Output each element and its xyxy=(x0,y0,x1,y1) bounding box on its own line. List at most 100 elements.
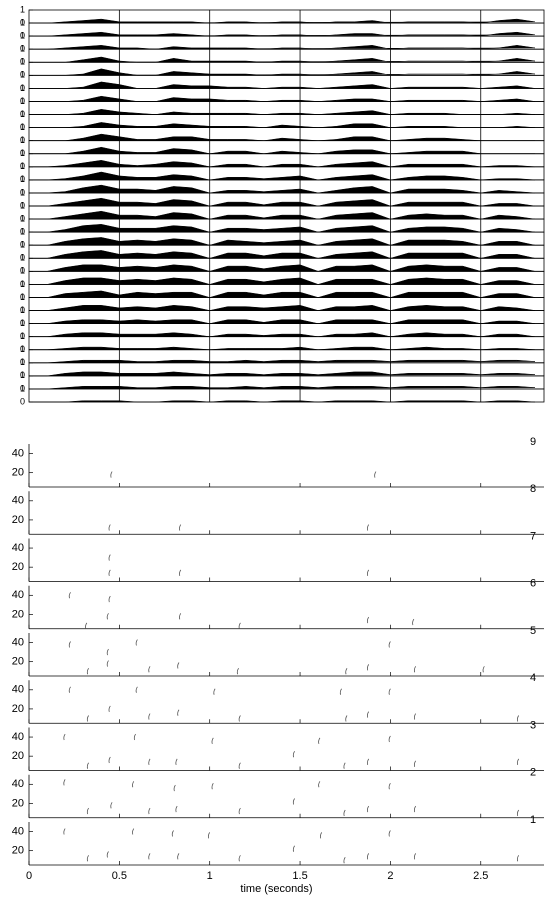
point xyxy=(211,782,214,790)
point xyxy=(211,737,214,745)
y-tick-label: 1 xyxy=(20,44,25,54)
y-tick-label: 0 xyxy=(20,31,25,41)
point xyxy=(238,855,241,862)
panel-label: 2 xyxy=(530,767,536,779)
envelope xyxy=(29,250,536,259)
point xyxy=(108,554,111,561)
y-tick-label: 0 xyxy=(20,17,25,27)
point xyxy=(388,641,391,648)
point xyxy=(110,471,113,478)
y-tick-label: 1 xyxy=(20,122,25,132)
y-tick-label: 20 xyxy=(12,561,24,573)
y-tick-label: 1 xyxy=(20,83,25,93)
y-tick-label: 0 xyxy=(20,96,25,106)
point xyxy=(63,733,66,741)
y-tick-label: 40 xyxy=(12,495,24,507)
point xyxy=(177,709,180,716)
y-tick-label: 1 xyxy=(20,357,25,367)
point xyxy=(413,805,417,813)
point xyxy=(318,737,321,745)
point xyxy=(148,713,151,720)
point xyxy=(213,688,216,695)
x-tick-label: 0.5 xyxy=(112,870,127,882)
envelope xyxy=(29,160,536,168)
point xyxy=(86,715,89,722)
y-tick-label: 1 xyxy=(20,305,25,315)
point xyxy=(171,830,174,837)
point xyxy=(63,828,66,835)
y-tick-label: 0 xyxy=(20,279,25,289)
y-tick-label: 1 xyxy=(20,17,25,27)
y-tick-label: 40 xyxy=(12,778,24,790)
envelope xyxy=(29,277,536,285)
y-tick-label: 1 xyxy=(20,318,25,328)
y-tick-label: 1 xyxy=(20,383,25,393)
point xyxy=(133,733,136,741)
point xyxy=(132,781,135,788)
point xyxy=(86,807,89,815)
y-tick-label: 1 xyxy=(20,161,25,171)
envelope xyxy=(29,122,536,128)
point xyxy=(110,802,113,809)
x-tick-label: 1 xyxy=(207,870,213,882)
x-tick-label: 1.5 xyxy=(292,870,307,882)
point xyxy=(366,569,370,577)
point xyxy=(86,668,89,675)
y-tick-label: 0 xyxy=(20,227,25,237)
point xyxy=(148,666,151,673)
point xyxy=(108,705,111,713)
point xyxy=(108,524,111,531)
y-tick-label: 40 xyxy=(12,589,24,601)
panel-label: 4 xyxy=(530,672,536,684)
y-tick-label: 40 xyxy=(12,731,24,743)
y-tick-label: 0 xyxy=(20,109,25,119)
y-tick-label: 1 xyxy=(20,4,25,14)
envelope xyxy=(28,68,536,76)
point xyxy=(366,524,370,531)
point xyxy=(179,524,182,531)
point xyxy=(366,853,370,860)
point xyxy=(68,686,71,693)
envelope xyxy=(29,210,536,220)
x-tick-label: 2.5 xyxy=(473,870,488,882)
point xyxy=(345,668,348,675)
envelope xyxy=(28,359,536,364)
point xyxy=(207,832,211,839)
y-tick-label: 1 xyxy=(20,213,25,223)
point xyxy=(85,622,88,630)
point xyxy=(388,735,391,743)
point xyxy=(106,851,109,858)
x-tick-label: 2 xyxy=(387,870,393,882)
envelope xyxy=(29,146,535,154)
point xyxy=(108,756,111,764)
envelope xyxy=(28,45,536,50)
point xyxy=(175,805,178,813)
point xyxy=(516,809,520,817)
y-tick-label: 40 xyxy=(12,447,24,459)
point xyxy=(388,688,391,695)
y-tick-label: 0 xyxy=(20,344,25,354)
y-tick-label: 1 xyxy=(20,200,25,210)
y-tick-label: 20 xyxy=(12,797,24,809)
point xyxy=(148,758,151,766)
point xyxy=(68,641,71,648)
y-tick-label: 0 xyxy=(20,305,25,315)
point xyxy=(516,715,520,722)
y-tick-label: 0 xyxy=(20,161,25,171)
envelope xyxy=(29,224,536,233)
y-tick-label: 0 xyxy=(20,44,25,54)
y-tick-label: 1 xyxy=(20,148,25,158)
point xyxy=(292,751,295,758)
point xyxy=(345,715,348,722)
envelope xyxy=(29,346,536,350)
point xyxy=(482,666,485,673)
point xyxy=(366,616,370,624)
point xyxy=(292,845,295,852)
y-tick-label: 0 xyxy=(20,122,25,132)
envelope xyxy=(28,371,536,377)
point xyxy=(148,807,151,815)
y-tick-label: 0 xyxy=(20,148,25,158)
y-tick-label: 1 xyxy=(20,292,25,302)
envelope xyxy=(29,319,536,324)
y-tick-label: 1 xyxy=(20,96,25,106)
